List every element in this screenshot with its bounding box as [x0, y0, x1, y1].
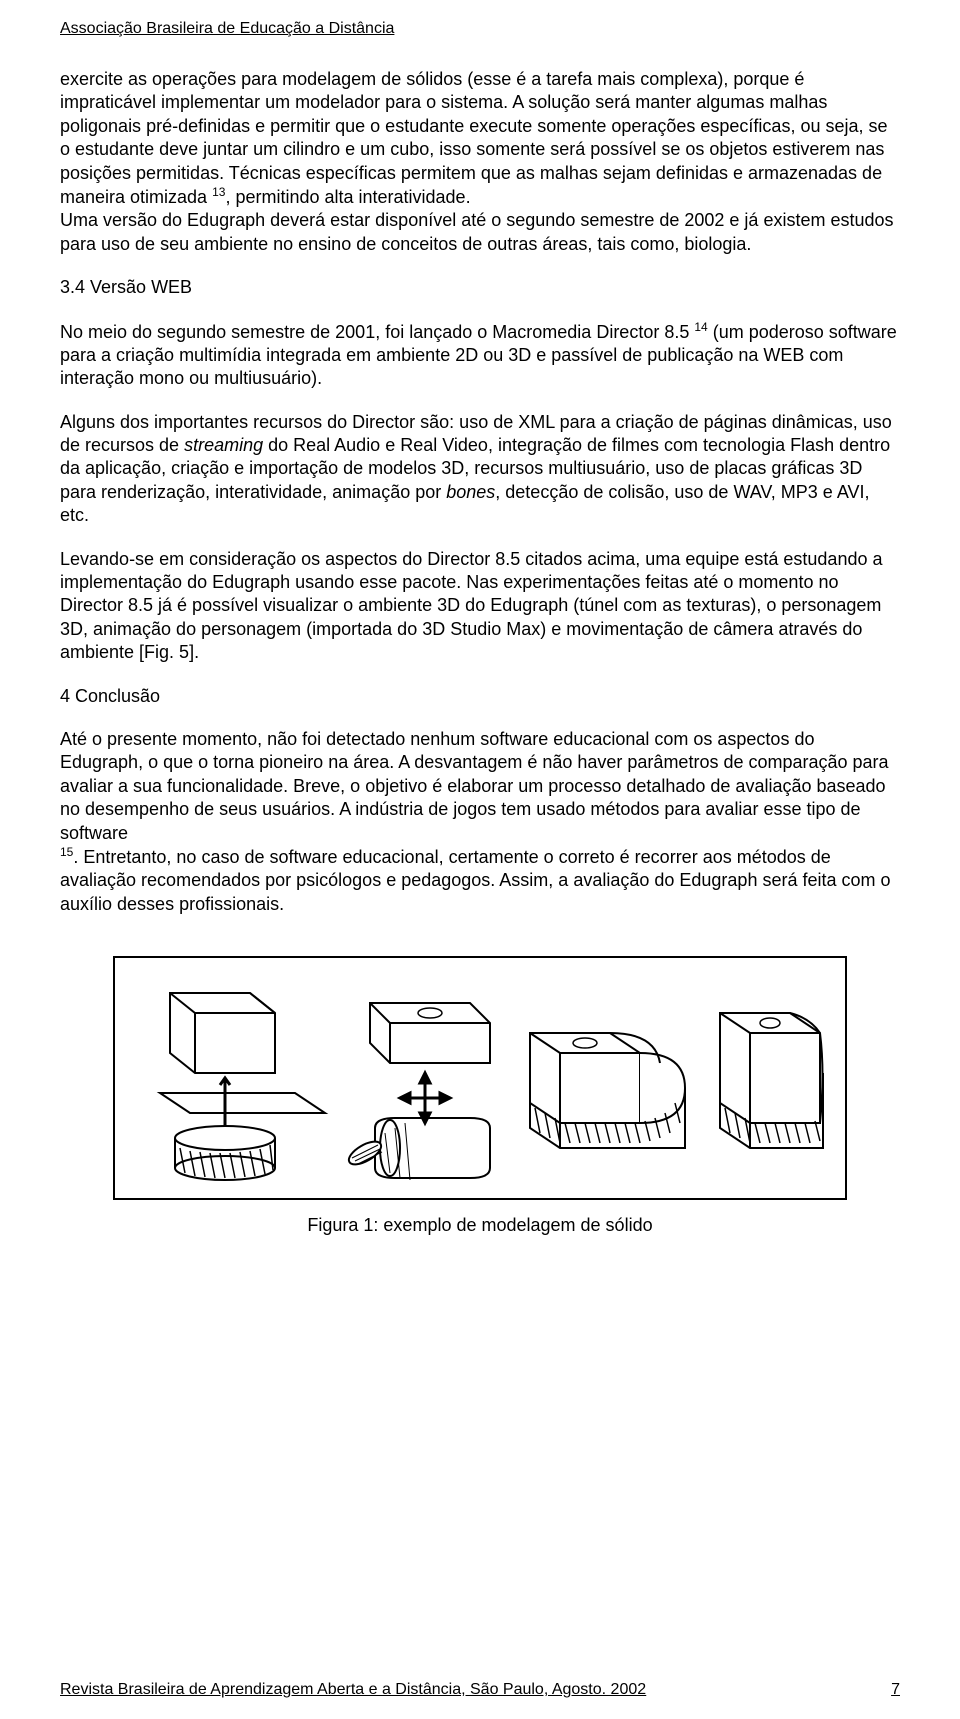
- p1-superscript-1: 13: [212, 185, 225, 199]
- p5-text-1: Até o presente momento, não foi detectad…: [60, 729, 889, 843]
- p5-superscript-1: 15: [60, 845, 73, 859]
- p5-text-2: . Entretanto, no caso de software educac…: [60, 847, 891, 914]
- page-number: 7: [891, 1681, 900, 1699]
- header-text: Associação Brasileira de Educação a Dist…: [60, 20, 394, 37]
- solid-modeling-diagram: [130, 973, 830, 1183]
- paragraph-3: Alguns dos importantes recursos do Direc…: [60, 411, 900, 528]
- paragraph-1: exercite as operações para modelagem de …: [60, 68, 900, 256]
- content-spacer: [60, 1256, 900, 1641]
- p2-superscript-1: 14: [694, 320, 707, 334]
- p3-italic-1: streaming: [184, 435, 263, 455]
- footer-text: Revista Brasileira de Aprendizagem Abert…: [60, 1681, 646, 1699]
- page-header: Associação Brasileira de Educação a Dist…: [60, 20, 900, 38]
- p1-text-2: , permitindo alta interatividade.: [225, 187, 470, 207]
- page-footer: Revista Brasileira de Aprendizagem Abert…: [60, 1681, 900, 1699]
- document-page: Associação Brasileira de Educação a Dist…: [0, 0, 960, 1719]
- figure-1-box: [113, 956, 847, 1200]
- figure-1-caption: Figura 1: exemplo de modelagem de sólido: [113, 1215, 847, 1236]
- section-heading-34: 3.4 Versão WEB: [60, 276, 900, 299]
- paragraph-5: Até o presente momento, não foi detectad…: [60, 728, 900, 916]
- p3-italic-2: bones: [446, 482, 495, 502]
- paragraph-2: No meio do segundo semestre de 2001, foi…: [60, 320, 900, 391]
- section-heading-4: 4 Conclusão: [60, 685, 900, 708]
- paragraph-4: Levando-se em consideração os aspectos d…: [60, 548, 900, 665]
- p1-text-1: exercite as operações para modelagem de …: [60, 69, 888, 207]
- p2-text-1: No meio do segundo semestre de 2001, foi…: [60, 322, 694, 342]
- figure-1-container: Figura 1: exemplo de modelagem de sólido: [113, 956, 847, 1236]
- p1-text-3: Uma versão do Edugraph deverá estar disp…: [60, 210, 894, 253]
